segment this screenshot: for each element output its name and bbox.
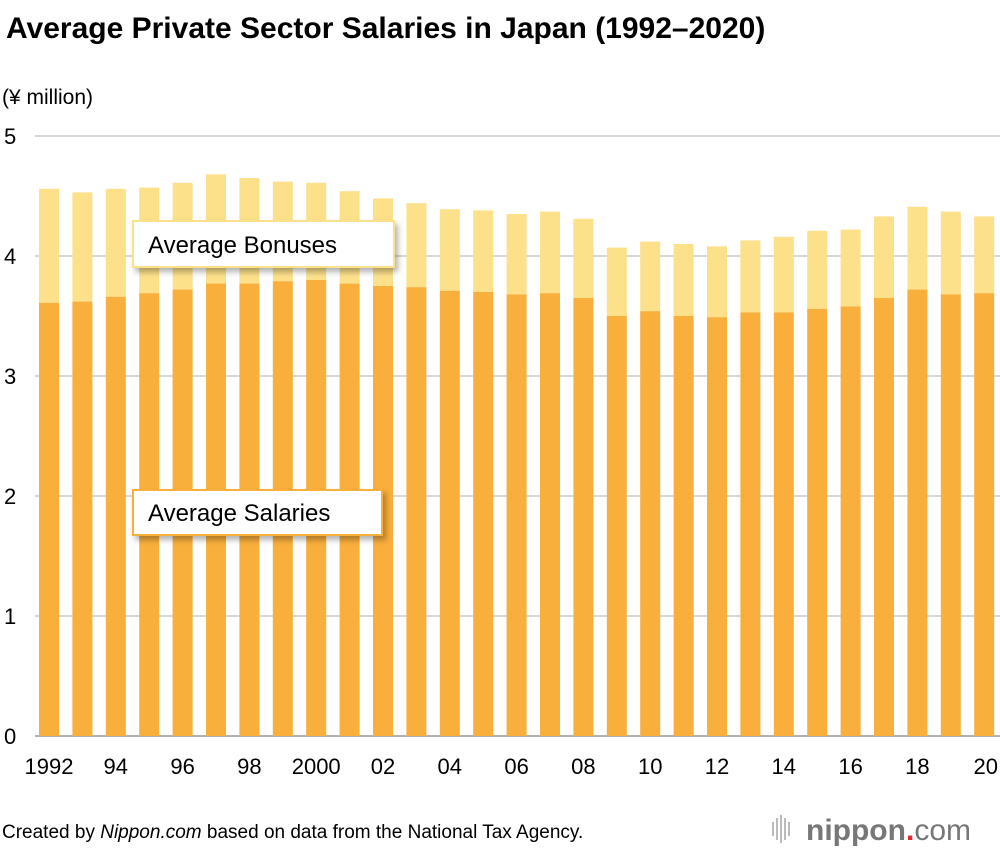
bar-salary-2019 — [940, 294, 961, 736]
x-tick-label: 10 — [638, 754, 662, 779]
bar-bonus-2003 — [406, 203, 427, 288]
x-tick-label: 98 — [237, 754, 261, 779]
bar-bonus-2015 — [807, 230, 828, 309]
bar-salary-1992 — [39, 302, 59, 736]
bar-salary-2007 — [540, 293, 560, 736]
bar-bonus-2007 — [540, 211, 560, 294]
bar-bonus-1994 — [105, 188, 126, 297]
bar-salary-2008 — [573, 298, 594, 736]
y-tick-label: 1 — [4, 604, 16, 629]
credit-prefix: Created by — [2, 822, 100, 843]
x-tick-label: 04 — [438, 754, 462, 779]
chart-title: Average Private Sector Salaries in Japan… — [6, 12, 765, 45]
bar-salary-2016 — [840, 306, 861, 736]
y-tick-label: 3 — [4, 364, 16, 389]
bar-bonus-2009 — [606, 247, 627, 316]
x-tick-label: 02 — [371, 754, 395, 779]
credit-text: Created by Nippon.com based on data from… — [2, 822, 583, 843]
x-tick-label: 96 — [170, 754, 194, 779]
bar-bonus-2011 — [673, 244, 694, 316]
x-tick-label: 16 — [838, 754, 862, 779]
x-tick-label: 18 — [905, 754, 929, 779]
x-tick-label: 1992 — [25, 754, 74, 779]
bar-bonus-2012 — [707, 246, 727, 318]
bar-salary-2013 — [740, 312, 761, 736]
x-tick-label: 08 — [571, 754, 595, 779]
x-tick-label: 2000 — [292, 754, 341, 779]
bar-salary-2020 — [974, 293, 995, 736]
bar-salary-2005 — [473, 292, 494, 736]
bar-bonus-2010 — [640, 241, 661, 312]
bar-salary-2011 — [673, 316, 694, 736]
bar-bonus-2014 — [773, 236, 794, 313]
credit-suffix: based on data from the National Tax Agen… — [202, 822, 584, 843]
x-tick-label: 12 — [705, 754, 729, 779]
x-tick-label: 94 — [104, 754, 128, 779]
bar-bonus-2005 — [473, 210, 494, 292]
bar-bonus-2018 — [907, 206, 928, 290]
logo-text: nippon.com — [806, 814, 971, 847]
bar-bonus-2016 — [840, 229, 861, 307]
bar-bonus-2020 — [974, 216, 995, 294]
bar-bonus-2006 — [506, 214, 527, 295]
bar-salary-2003 — [406, 287, 427, 736]
bar-bonus-1993 — [72, 192, 93, 302]
bar-salary-2010 — [640, 311, 661, 736]
x-tick-label: 14 — [772, 754, 796, 779]
y-tick-label: 4 — [4, 244, 16, 269]
y-tick-label: 0 — [4, 724, 16, 749]
bar-bonus-2008 — [573, 218, 594, 298]
bar-salary-2004 — [439, 290, 460, 736]
bar-salary-2017 — [874, 298, 894, 736]
bar-salary-2009 — [606, 316, 627, 736]
bar-salary-2015 — [807, 308, 828, 736]
bonuses-label: Average Bonuses — [148, 232, 337, 259]
bar-salary-2014 — [773, 312, 794, 736]
x-tick-labels: 1992 94 96 98 2000 02 04 06 08 10 12 14 16 18 20 — [25, 754, 998, 779]
x-tick-label: 20 — [974, 754, 998, 779]
y-axis-unit: (¥ million) — [2, 86, 93, 109]
bar-salary-2006 — [506, 294, 527, 736]
bar-bonus-2004 — [439, 209, 460, 291]
bar-salary-2012 — [707, 317, 727, 736]
legend-label-bonuses: Average Bonuses — [132, 220, 395, 268]
y-tick-label: 5 — [4, 124, 16, 149]
bar-salary-2018 — [907, 289, 928, 736]
nippon-logo: nippon.com — [772, 814, 971, 847]
y-tick-labels: 0 1 2 3 4 5 — [4, 124, 16, 749]
salaries-label: Average Salaries — [148, 500, 330, 527]
logo-bars-icon — [772, 815, 790, 843]
y-tick-label: 2 — [4, 484, 16, 509]
bar-bonus-2019 — [940, 211, 961, 295]
credit-source: Nippon.com — [100, 822, 201, 843]
x-tick-label: 06 — [504, 754, 528, 779]
bar-salary-1993 — [72, 301, 93, 736]
bar-bonus-2017 — [874, 216, 894, 298]
bar-salary-1994 — [105, 296, 126, 736]
legend-label-salaries: Average Salaries — [132, 489, 383, 536]
bar-bonus-1992 — [39, 188, 59, 303]
bar-bonus-2013 — [740, 240, 761, 313]
